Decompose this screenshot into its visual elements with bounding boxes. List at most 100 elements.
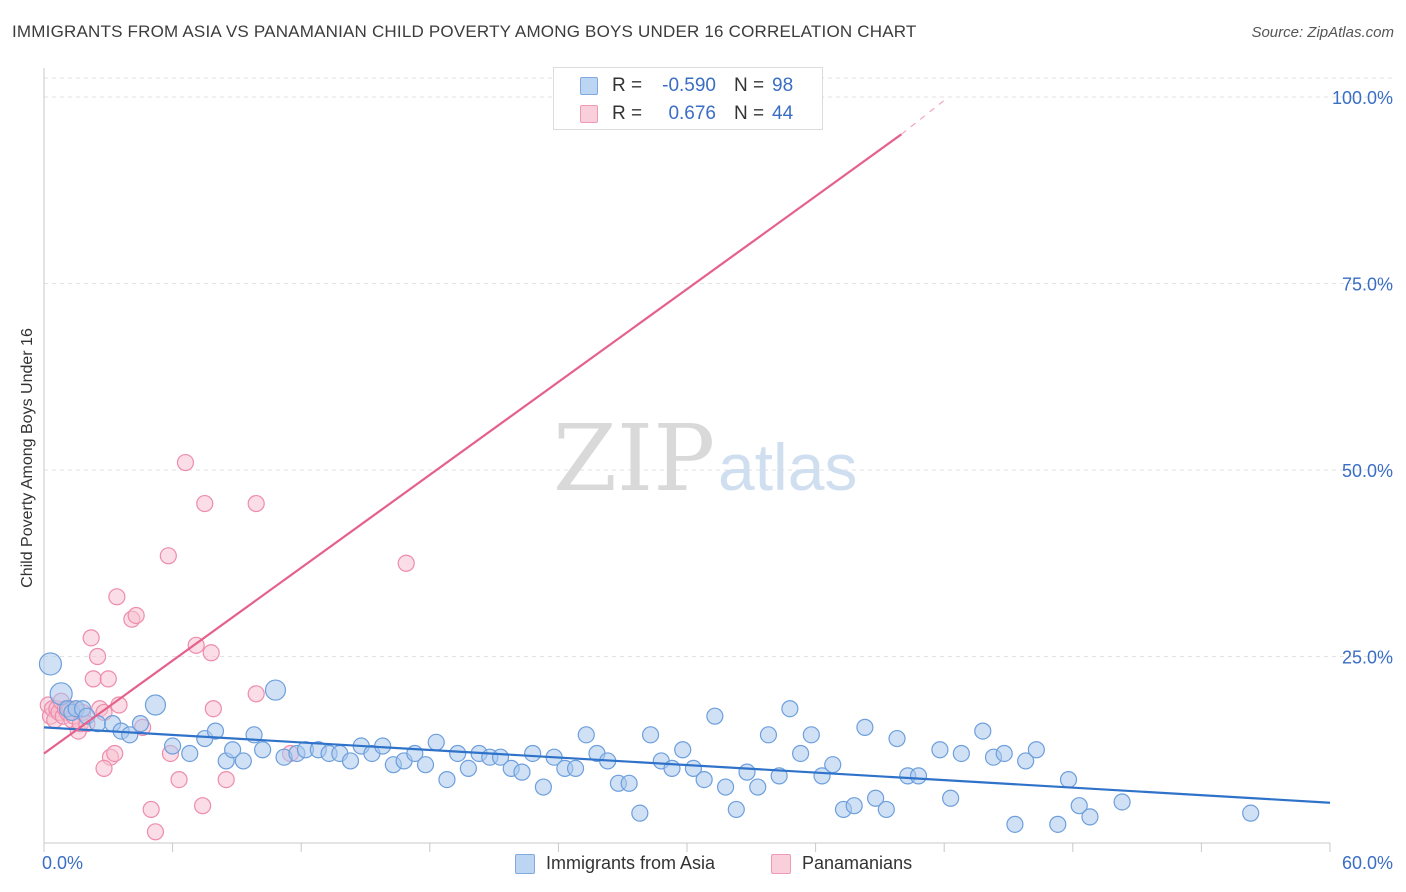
asia-point — [877, 800, 895, 819]
asia-point — [144, 694, 167, 716]
asia-point — [974, 722, 992, 740]
asia-point — [802, 726, 820, 744]
panamanians-points — [39, 453, 415, 841]
asia-point — [206, 722, 225, 740]
panamanians-point — [142, 800, 160, 819]
y-tick-label: 100.0% — [1332, 88, 1393, 108]
panamanians-point — [194, 797, 212, 815]
r-label: R = — [612, 103, 643, 124]
watermark-zip: ZIP — [553, 405, 715, 512]
x-tick-label: 0.0% — [42, 853, 83, 873]
asia-point — [631, 804, 649, 822]
y-tick-label: 50.0% — [1342, 461, 1393, 481]
r-label: R = — [612, 75, 643, 96]
y-tick-label: 75.0% — [1342, 275, 1393, 295]
asia-point — [909, 767, 928, 785]
asia-point — [1027, 741, 1045, 759]
asia-point — [181, 744, 199, 763]
asia-point — [234, 752, 252, 770]
asia-point — [1081, 808, 1099, 826]
asia-point — [674, 741, 692, 759]
r-value: 0.676 — [668, 103, 716, 124]
asia-point — [845, 797, 863, 815]
chart-title: IMMIGRANTS FROM ASIA VS PANAMANIAN CHILD… — [12, 22, 917, 41]
asia-point — [1049, 815, 1067, 833]
y-tick-label: 25.0% — [1342, 648, 1393, 668]
panamanians-point — [159, 547, 177, 565]
r-value: -0.590 — [662, 75, 716, 96]
panamanians-point — [217, 770, 235, 789]
asia-point — [513, 763, 531, 781]
asia-point — [888, 729, 906, 748]
asia-point — [770, 767, 788, 785]
legend-row-panamanians: R = 0.676 N = 44 — [554, 100, 822, 128]
asia-point — [416, 756, 435, 774]
n-value: 44 — [772, 103, 794, 124]
asia-point — [449, 744, 467, 763]
panamanians-trend-extension — [900, 96, 949, 135]
asia-point — [131, 715, 150, 733]
asia-point — [620, 774, 638, 792]
panamanians-point — [108, 588, 126, 606]
asia-point — [781, 700, 799, 718]
panamanians-point — [99, 670, 117, 688]
series-legend: Immigrants from Asia Panamanians — [0, 852, 1406, 878]
panamanians-point — [82, 629, 100, 647]
panamanians-point — [146, 823, 165, 841]
asia-point — [38, 652, 63, 676]
correlation-legend: R = -0.590 N = 98 R = 0.676 N = 44 — [553, 67, 823, 130]
tick-labels: 25.0% 50.0% 75.0% 100.0% 0.0% 60.0% — [42, 88, 1393, 873]
asia-point — [1017, 752, 1035, 770]
legend-swatch-panamanians — [580, 105, 598, 123]
panamanians-point — [176, 453, 195, 472]
panamanians-point — [204, 700, 222, 718]
asia-point — [427, 733, 445, 751]
asia-point — [641, 726, 660, 744]
panamanians-point — [95, 759, 113, 778]
asia-point — [438, 770, 456, 789]
panamanians-point — [88, 647, 107, 666]
panamanians-point — [202, 644, 220, 662]
asia-point — [566, 759, 585, 778]
panamanians-point — [127, 606, 145, 625]
asia-points — [38, 652, 1260, 833]
asia-point — [931, 741, 949, 759]
panamanians-point — [247, 685, 265, 703]
asia-point — [759, 726, 778, 744]
asia-point — [995, 744, 1013, 763]
legend-swatch-asia — [580, 77, 598, 95]
asia-point — [577, 726, 595, 744]
asia-point — [164, 737, 182, 755]
asia-point — [706, 707, 724, 725]
asia-point — [716, 778, 735, 796]
grid-lines — [44, 77, 1392, 657]
asia-point — [224, 741, 242, 759]
asia-point — [952, 744, 970, 763]
source-credit: Source: ZipAtlas.com — [1251, 24, 1394, 41]
panamanians-point — [247, 494, 265, 513]
asia-point — [867, 789, 885, 807]
n-label: N = — [734, 75, 765, 96]
asia-point — [727, 800, 745, 819]
asia-point — [738, 763, 756, 781]
panamanians-point — [106, 744, 124, 763]
asia-point — [1059, 770, 1078, 789]
legend-swatch-asia — [515, 854, 535, 874]
asia-point — [749, 778, 767, 796]
asia-point — [341, 752, 360, 770]
panamanians-point — [196, 494, 214, 513]
n-value: 98 — [772, 75, 794, 96]
asia-point — [1113, 793, 1131, 811]
legend-swatch-panamanians — [771, 854, 791, 874]
panamanians-point — [170, 770, 188, 789]
asia-point — [524, 744, 542, 763]
asia-point — [121, 726, 139, 744]
legend-label-panamanians: Panamanians — [802, 853, 913, 873]
legend-row-asia: R = -0.590 N = 98 — [554, 72, 822, 100]
watermark-atlas: atlas — [718, 430, 857, 504]
asia-trend-line — [43, 726, 1331, 804]
asia-point — [856, 718, 874, 736]
asia-point — [459, 759, 477, 778]
asia-point — [942, 789, 960, 807]
